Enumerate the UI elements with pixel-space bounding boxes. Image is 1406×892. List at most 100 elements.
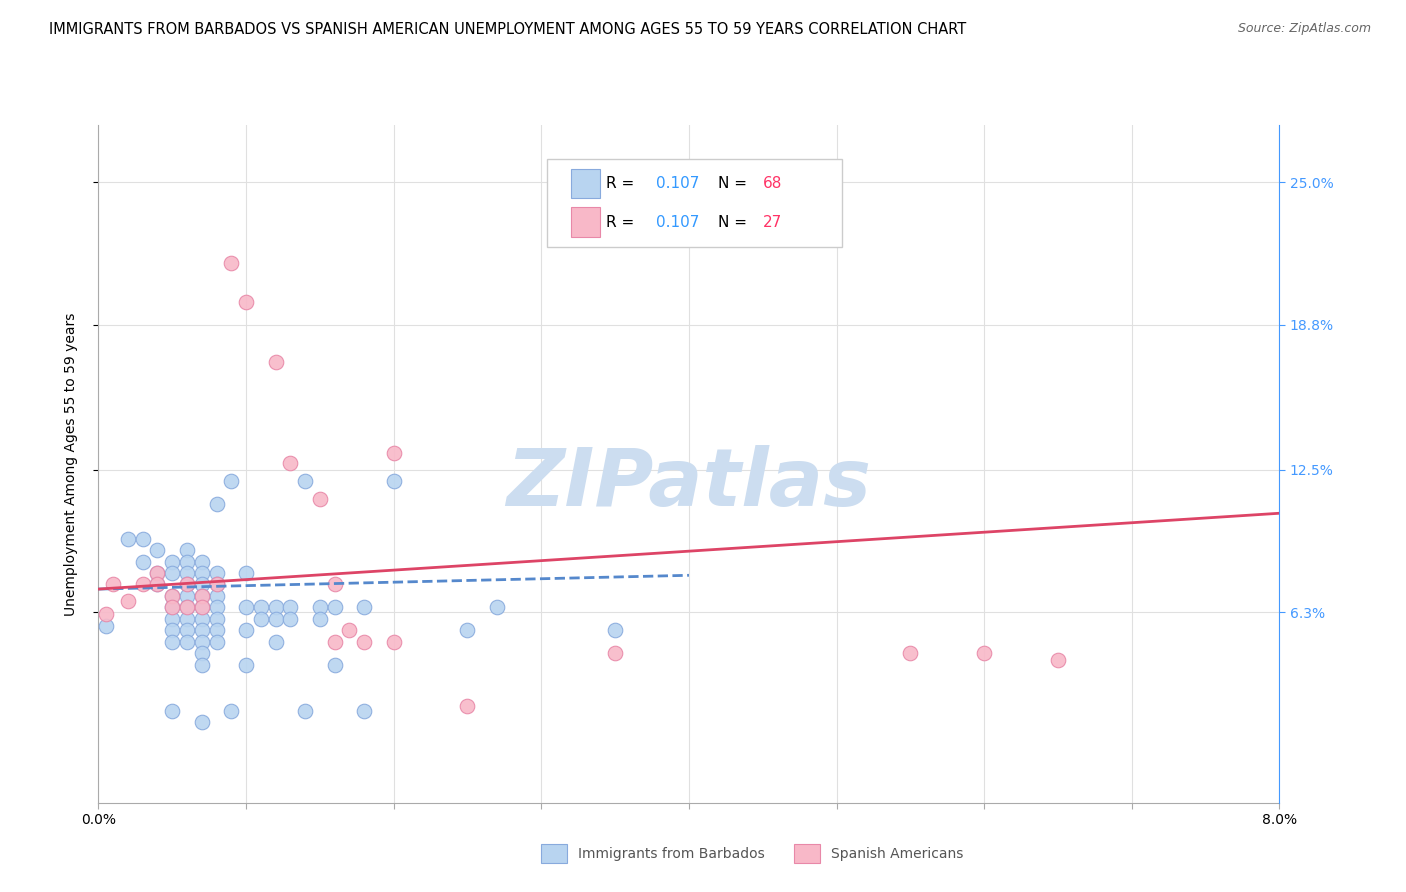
Point	[132, 532, 155, 546]
Point	[146, 566, 169, 580]
Point	[191, 657, 214, 672]
Point	[146, 577, 169, 591]
Point	[176, 566, 198, 580]
Point	[264, 354, 287, 368]
Text: R =: R =	[606, 176, 640, 191]
Point	[162, 704, 183, 718]
Point	[456, 699, 478, 714]
Point	[278, 456, 302, 470]
Text: 27: 27	[763, 215, 783, 230]
Point	[176, 577, 198, 591]
Point	[162, 554, 183, 568]
Point	[973, 647, 995, 661]
Point	[176, 577, 198, 591]
Point	[605, 624, 627, 638]
Point	[235, 624, 257, 638]
Point	[162, 600, 183, 615]
Text: 0.107: 0.107	[655, 176, 699, 191]
Point	[191, 635, 214, 649]
Point	[176, 612, 198, 626]
Point	[382, 635, 405, 649]
Point	[205, 577, 228, 591]
Point	[146, 577, 169, 591]
Point	[146, 566, 169, 580]
Point	[219, 256, 242, 270]
Point	[176, 589, 198, 603]
FancyBboxPatch shape	[547, 159, 842, 247]
Point	[353, 704, 375, 718]
Point	[94, 607, 117, 622]
Point	[191, 715, 214, 730]
Point	[382, 474, 405, 488]
Point	[191, 589, 214, 603]
Point	[219, 474, 242, 488]
Point	[323, 577, 346, 591]
Point	[191, 577, 214, 591]
Point	[205, 577, 228, 591]
Point	[219, 704, 242, 718]
Text: ZIPatlas: ZIPatlas	[506, 445, 872, 524]
Point	[191, 554, 214, 568]
Point	[1046, 653, 1069, 667]
Point	[337, 624, 360, 638]
Point	[294, 704, 316, 718]
FancyBboxPatch shape	[571, 207, 600, 237]
Point	[250, 612, 273, 626]
Point	[191, 589, 214, 603]
Point	[205, 589, 228, 603]
Text: Immigrants from Barbados: Immigrants from Barbados	[578, 847, 765, 861]
Point	[117, 532, 139, 546]
Point	[162, 612, 183, 626]
Point	[191, 600, 214, 615]
Point	[235, 657, 257, 672]
Point	[294, 474, 316, 488]
Text: N =: N =	[718, 176, 752, 191]
Point	[103, 577, 125, 591]
Point	[176, 543, 198, 558]
Point	[146, 543, 169, 558]
Point	[205, 497, 228, 511]
Point	[176, 554, 198, 568]
Point	[176, 600, 198, 615]
Point	[191, 600, 214, 615]
Point	[456, 624, 478, 638]
Text: Source: ZipAtlas.com: Source: ZipAtlas.com	[1237, 22, 1371, 36]
Point	[94, 619, 117, 633]
Point	[205, 635, 228, 649]
Text: IMMIGRANTS FROM BARBADOS VS SPANISH AMERICAN UNEMPLOYMENT AMONG AGES 55 TO 59 YE: IMMIGRANTS FROM BARBADOS VS SPANISH AMER…	[49, 22, 966, 37]
Point	[235, 294, 257, 309]
Point	[162, 566, 183, 580]
Point	[205, 624, 228, 638]
Point	[235, 566, 257, 580]
Text: R =: R =	[606, 215, 640, 230]
Point	[176, 624, 198, 638]
Point	[605, 647, 627, 661]
Point	[264, 612, 287, 626]
Point	[162, 624, 183, 638]
Point	[900, 647, 922, 661]
Point	[250, 600, 273, 615]
Point	[162, 635, 183, 649]
Point	[191, 612, 214, 626]
Point	[278, 600, 302, 615]
Point	[308, 612, 332, 626]
Point	[176, 635, 198, 649]
Point	[235, 600, 257, 615]
Point	[323, 600, 346, 615]
Text: 0.107: 0.107	[655, 215, 699, 230]
Point	[353, 635, 375, 649]
Point	[132, 554, 155, 568]
Text: Spanish Americans: Spanish Americans	[831, 847, 963, 861]
Point	[264, 600, 287, 615]
Point	[323, 635, 346, 649]
Text: 68: 68	[763, 176, 783, 191]
Point	[205, 566, 228, 580]
Point	[308, 492, 332, 507]
Point	[278, 612, 302, 626]
Point	[264, 635, 287, 649]
Point	[162, 600, 183, 615]
Point	[117, 593, 139, 607]
Point	[176, 600, 198, 615]
Point	[353, 600, 375, 615]
Point	[191, 647, 214, 661]
